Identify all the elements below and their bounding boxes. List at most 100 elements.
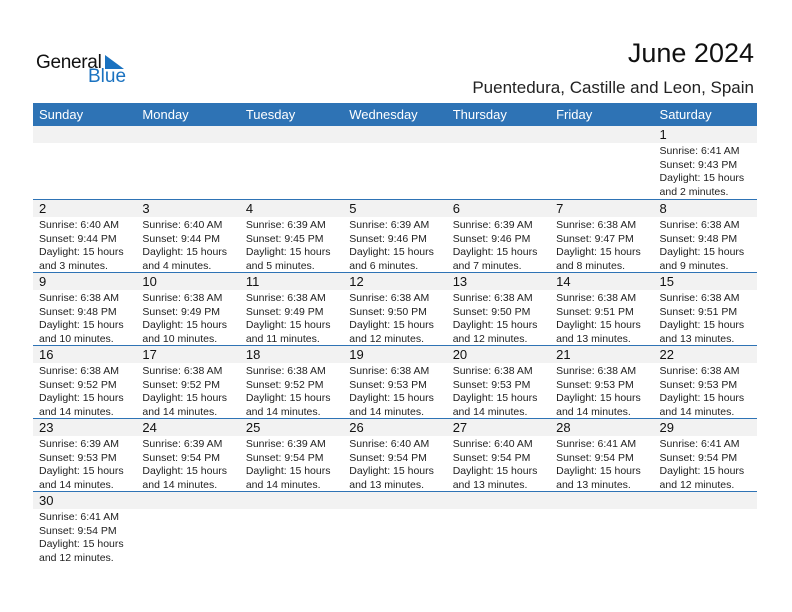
empty-cell — [446, 492, 551, 564]
sunset-text: Sunset: 9:54 PM — [245, 451, 324, 464]
sunset-text: Sunset: 9:53 PM — [39, 451, 117, 464]
weekday-tuesday: Tuesday — [245, 107, 296, 122]
day-number: 30 — [33, 492, 137, 509]
sunrise-text: Sunrise: 6:39 AM — [39, 438, 119, 450]
day-number: 23 — [33, 419, 137, 436]
weekday-sunday: Sunday — [39, 107, 84, 122]
empty-cell — [136, 126, 240, 199]
daylight-text: Daylight: 15 hours — [349, 319, 434, 331]
daylight-text: Daylight: 15 hours — [452, 465, 538, 477]
day-number: 8 — [653, 200, 757, 217]
minutes-text: and 6 minutes. — [349, 259, 419, 272]
daylight-text: Daylight: 15 hours — [349, 465, 434, 477]
sunrise-text: Sunrise: 6:39 AM — [245, 219, 326, 231]
day-cell: 21 Sunrise: 6:38 AM Sunset: 9:53 PM Dayligh… — [550, 346, 654, 418]
day-info: Sunrise: 6:39 AM Sunset: 9:53 PM Daylight:… — [33, 436, 136, 492]
daylight-text: Daylight: 15 hours — [39, 246, 124, 258]
week-row: 2 Sunrise: 6:40 AM Sunset: 9:44 PM Daylight… — [33, 199, 757, 272]
day-number — [343, 492, 447, 509]
daylight-text: Daylight: 15 hours — [142, 319, 228, 331]
day-number — [653, 492, 757, 509]
day-info: Sunrise: 6:38 AM Sunset: 9:53 PM Daylight:… — [654, 363, 757, 419]
minutes-text: and 12 minutes. — [659, 478, 735, 491]
daylight-text: Daylight: 15 hours — [452, 319, 538, 331]
sunrise-text: Sunrise: 6:38 AM — [142, 365, 223, 377]
day-info: Sunrise: 6:38 AM Sunset: 9:48 PM Daylight:… — [654, 217, 757, 273]
day-cell: 16 Sunrise: 6:38 AM Sunset: 9:52 PM Dayligh… — [33, 346, 137, 418]
location-subtitle: Puentedura, Castille and Leon, Spain — [472, 78, 754, 97]
logo-text-general: General — [36, 52, 102, 73]
day-info: Sunrise: 6:41 AM Sunset: 9:43 PM Daylight:… — [654, 143, 757, 199]
empty-cell — [239, 126, 344, 199]
calendar: Sunday Monday Tuesday Wednesday Thursday Frid… — [33, 103, 757, 564]
day-info: Sunrise: 6:39 AM Sunset: 9:54 PM Daylight:… — [136, 436, 239, 492]
day-number: 1 — [653, 126, 757, 143]
minutes-text: and 14 minutes. — [39, 405, 114, 418]
logo-text-blue: Blue — [88, 66, 127, 87]
daylight-text: Daylight: 15 hours — [659, 319, 745, 331]
minutes-text: and 12 minutes. — [39, 551, 114, 564]
daylight-text: Daylight: 15 hours — [39, 538, 124, 550]
sunrise-text: Sunrise: 6:38 AM — [349, 365, 430, 377]
sunset-text: Sunset: 9:52 PM — [142, 378, 221, 391]
minutes-text: and 8 minutes. — [556, 259, 625, 272]
minutes-text: and 14 minutes. — [245, 405, 321, 418]
day-cell: 7 Sunrise: 6:38 AM Sunset: 9:47 PM Daylight… — [550, 200, 654, 272]
sunset-text: Sunset: 9:43 PM — [659, 158, 738, 171]
minutes-text: and 13 minutes. — [556, 478, 631, 491]
day-number: 13 — [446, 273, 551, 290]
daylight-text: Daylight: 15 hours — [556, 319, 641, 331]
day-cell: 10 Sunrise: 6:38 AM Sunset: 9:49 PM Dayligh… — [136, 273, 240, 346]
day-cell: 30 Sunrise: 6:41 AM Sunset: 9:54 PM Dayligh… — [33, 492, 137, 565]
day-number: 11 — [239, 273, 344, 290]
daylight-text: Daylight: 15 hours — [556, 392, 641, 404]
day-cell: 4 Sunrise: 6:39 AM Sunset: 9:45 PM Daylight… — [239, 200, 344, 272]
day-number: 10 — [136, 273, 240, 290]
weekday-monday: Monday — [142, 107, 189, 122]
day-info: Sunrise: 6:38 AM Sunset: 9:53 PM Daylight:… — [343, 363, 446, 419]
empty-cell — [136, 492, 240, 564]
day-number: 9 — [33, 273, 137, 290]
day-number: 15 — [653, 273, 757, 290]
day-cell: 13 Sunrise: 6:38 AM Sunset: 9:50 PM Dayligh… — [446, 273, 551, 346]
sunrise-text: Sunrise: 6:41 AM — [659, 438, 740, 450]
minutes-text: and 3 minutes. — [39, 259, 108, 272]
weekday-header: Sunday Monday Tuesday Wednesday Thursday Frid… — [33, 103, 757, 126]
day-cell: 19 Sunrise: 6:38 AM Sunset: 9:53 PM Dayligh… — [343, 346, 447, 419]
sunset-text: Sunset: 9:50 PM — [452, 305, 531, 318]
day-info: Sunrise: 6:39 AM Sunset: 9:54 PM Daylight:… — [240, 436, 343, 492]
sunset-text: Sunset: 9:54 PM — [452, 451, 531, 464]
sunrise-text: Sunrise: 6:38 AM — [349, 292, 430, 304]
sunrise-text: Sunrise: 6:38 AM — [659, 365, 740, 377]
minutes-text: and 11 minutes. — [245, 332, 320, 345]
sunset-text: Sunset: 9:54 PM — [142, 451, 221, 464]
day-cell: 26 Sunrise: 6:40 AM Sunset: 9:54 PM Dayligh… — [343, 419, 447, 492]
page-title: June 2024 — [627, 38, 754, 68]
sunset-text: Sunset: 9:48 PM — [39, 305, 117, 318]
day-info: Sunrise: 6:41 AM Sunset: 9:54 PM Daylight:… — [33, 509, 136, 565]
day-info: Sunrise: 6:39 AM Sunset: 9:46 PM Daylight:… — [447, 217, 550, 273]
sunrise-text: Sunrise: 6:41 AM — [556, 438, 637, 450]
day-number: 14 — [550, 273, 654, 290]
sunset-text: Sunset: 9:47 PM — [556, 232, 634, 245]
day-cell: 29 Sunrise: 6:41 AM Sunset: 9:54 PM Dayligh… — [653, 419, 757, 491]
day-cell: 20 Sunrise: 6:38 AM Sunset: 9:53 PM Dayligh… — [446, 346, 551, 418]
daylight-text: Daylight: 15 hours — [245, 465, 331, 477]
day-info: Sunrise: 6:40 AM Sunset: 9:54 PM Daylight:… — [343, 436, 446, 492]
minutes-text: and 14 minutes. — [39, 478, 114, 491]
day-info: Sunrise: 6:38 AM Sunset: 9:50 PM Daylight:… — [447, 290, 550, 346]
sunset-text: Sunset: 9:53 PM — [349, 378, 427, 391]
minutes-text: and 13 minutes. — [452, 478, 528, 491]
day-number — [446, 492, 551, 509]
day-number — [446, 126, 551, 143]
daylight-text: Daylight: 15 hours — [452, 246, 538, 258]
sunrise-text: Sunrise: 6:38 AM — [39, 365, 119, 377]
minutes-text: and 12 minutes. — [452, 332, 528, 345]
day-number: 3 — [136, 200, 240, 217]
minutes-text: and 10 minutes. — [142, 332, 218, 345]
day-info: Sunrise: 6:38 AM Sunset: 9:49 PM Daylight:… — [136, 290, 239, 346]
sunrise-text: Sunrise: 6:38 AM — [556, 365, 637, 377]
day-cell: 3 Sunrise: 6:40 AM Sunset: 9:44 PM Daylight… — [136, 200, 240, 272]
sunrise-text: Sunrise: 6:38 AM — [556, 292, 637, 304]
day-cell: 17 Sunrise: 6:38 AM Sunset: 9:52 PM Dayligh… — [136, 346, 240, 418]
